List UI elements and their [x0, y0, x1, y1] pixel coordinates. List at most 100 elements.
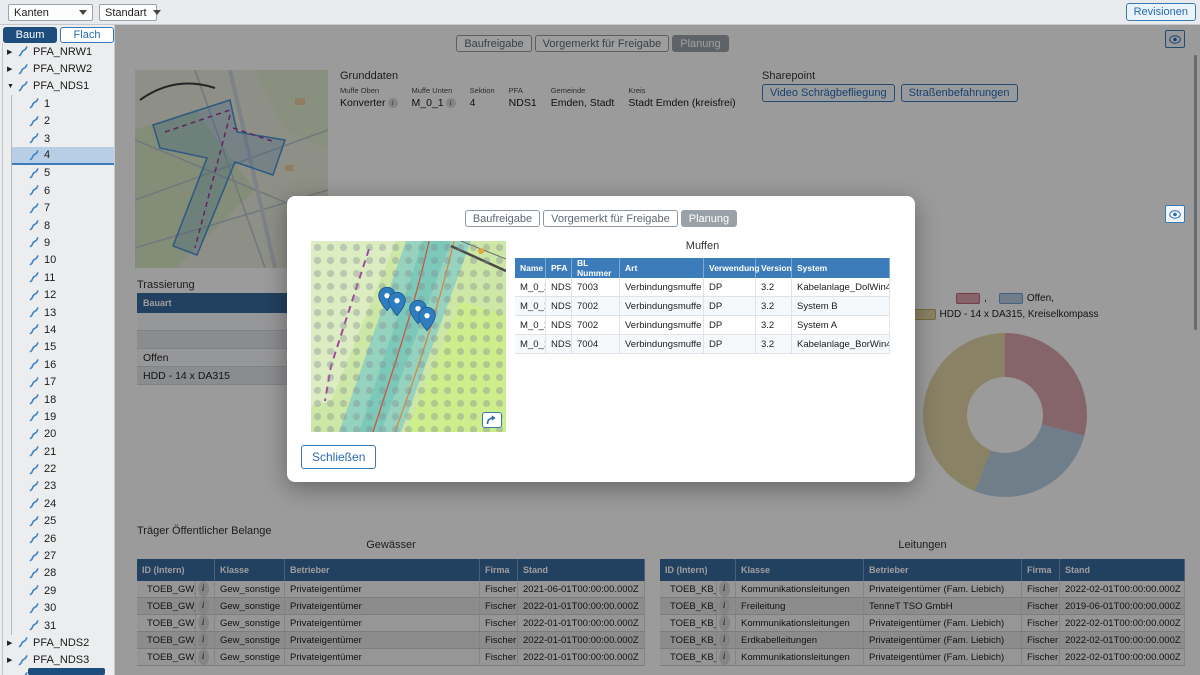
tree-item[interactable]: 7 — [12, 200, 114, 217]
tree-item[interactable]: 23 — [12, 478, 114, 495]
sharepoint-link-button[interactable]: Video Schrägbefliegung — [762, 84, 895, 102]
open-map-button[interactable] — [482, 412, 502, 428]
info-icon[interactable] — [198, 632, 209, 648]
system-cell: Kabelanlage_DolWin4 — [792, 278, 890, 296]
status-tab[interactable]: Vorgemerkt für Freigabe — [543, 210, 678, 227]
tree-expand-arrow-icon[interactable] — [7, 639, 18, 647]
table-row[interactable]: TOEB_KB_1678 Erdkabelleitungen Privateig… — [660, 632, 1185, 649]
sharepoint-link-button[interactable]: Straßenbefahrungen — [900, 84, 1018, 102]
tree-item[interactable]: 24 — [12, 495, 114, 512]
overview-map[interactable] — [134, 69, 329, 269]
tree-item[interactable]: 12 — [12, 286, 114, 303]
tree-item[interactable]: 16 — [12, 356, 114, 373]
tree-expand-arrow-icon[interactable] — [7, 48, 18, 56]
info-icon[interactable] — [198, 615, 209, 631]
table-row[interactable]: TOEB_KB_1693 Kommunikationsleitungen Pri… — [660, 649, 1185, 666]
tree-item[interactable]: 3 — [12, 130, 114, 147]
tree-item[interactable]: PFA_NDS3 — [3, 652, 114, 669]
tree-item[interactable]: 31 — [12, 617, 114, 634]
tree-item[interactable]: 8 — [12, 217, 114, 234]
firma-cell: Fischer — [480, 649, 518, 665]
tree-expand-arrow-icon[interactable] — [7, 656, 18, 664]
tree-item[interactable]: 30 — [12, 600, 114, 617]
info-icon[interactable] — [719, 649, 730, 665]
close-button[interactable]: Schließen — [301, 445, 377, 469]
tree-item[interactable]: 19 — [12, 408, 114, 425]
tree-item[interactable]: PFA_NRW1 — [3, 43, 114, 60]
status-tab[interactable]: Planung — [672, 35, 729, 52]
tree-item[interactable]: 20 — [12, 426, 114, 443]
tree-item[interactable]: 25 — [12, 513, 114, 530]
detail-map[interactable] — [311, 241, 506, 432]
sidebar-view-tab[interactable]: Baum — [3, 27, 57, 43]
muffen-dialog: Baufreigabe Vorgemerkt für Freigabe Planun… — [287, 196, 915, 482]
status-tab[interactable]: Baufreigabe — [456, 35, 532, 52]
vertical-scrollbar[interactable] — [1194, 55, 1197, 330]
table-row[interactable]: TOEB_KB_1676 Kommunikationsleitungen Pri… — [660, 615, 1185, 632]
table-row[interactable]: M_0_1 NDS1 7004 Verbindungsmuffe DP 3.2 … — [515, 335, 890, 354]
tree-item[interactable]: 18 — [12, 391, 114, 408]
table-row[interactable]: TOEB_GW_689 Gew_sonstige Privateigentüme… — [137, 598, 645, 615]
info-icon[interactable] — [387, 98, 398, 108]
visibility-toggle-button[interactable] — [1165, 205, 1185, 223]
tree-item[interactable]: 1 — [12, 95, 114, 112]
info-icon[interactable] — [198, 598, 209, 614]
tree-item[interactable]: PFA_NDS1 — [3, 78, 114, 95]
info-icon[interactable] — [719, 581, 730, 597]
tree-item[interactable]: 17 — [12, 373, 114, 390]
info-icon[interactable] — [198, 581, 209, 597]
kanten-dropdown[interactable]: Kanten — [8, 4, 93, 21]
tree-item[interactable]: 22 — [12, 460, 114, 477]
info-icon[interactable] — [719, 615, 730, 631]
map-pin-icon[interactable] — [387, 291, 407, 317]
firma-cell: Fischer — [480, 581, 518, 597]
tree-item[interactable]: 15 — [12, 339, 114, 356]
tree-item[interactable]: 29 — [12, 582, 114, 599]
tree-item[interactable]: 5 — [12, 165, 114, 182]
firma-cell: Fischer — [1022, 581, 1060, 597]
map-pin-icon[interactable] — [417, 306, 437, 332]
table-row[interactable]: TOEB_GW_514 Gew_sonstige Privateigentüme… — [137, 649, 645, 666]
status-tab[interactable]: Planung — [680, 210, 738, 227]
tree-item[interactable]: 2 — [12, 113, 114, 130]
info-icon[interactable] — [719, 632, 730, 648]
info-icon[interactable] — [198, 649, 209, 665]
tree-item[interactable]: 9 — [12, 234, 114, 251]
chart-legend: , Offen, HDD - 14 x DA315, Kreiselkompas… — [865, 293, 1145, 320]
info-icon[interactable] — [719, 598, 730, 614]
tree-item[interactable]: 13 — [12, 304, 114, 321]
cable-route-icon — [29, 220, 40, 231]
tree-item[interactable]: 28 — [12, 565, 114, 582]
bl-nummer-cell: 7003 — [572, 278, 620, 296]
table-row[interactable]: M_0_1 NDS1 7002 Verbindungsmuffe DP 3.2 … — [515, 316, 890, 335]
tree-item[interactable]: 10 — [12, 252, 114, 269]
tree-expand-arrow-icon[interactable] — [7, 83, 18, 90]
tree-item[interactable]: 26 — [12, 530, 114, 547]
status-tab[interactable]: Baufreigabe — [464, 210, 541, 227]
tree-item[interactable]: 11 — [12, 269, 114, 286]
id-cell: TOEB_KB_1676 — [660, 615, 736, 631]
standart-dropdown[interactable]: Standart — [99, 4, 161, 21]
table-row[interactable]: TOEB_KB_1762 Kommunikationsleitungen Pri… — [660, 581, 1185, 598]
sidebar-view-tab[interactable]: Flach — [60, 27, 114, 43]
tree-item[interactable]: 27 — [12, 547, 114, 564]
table-row[interactable]: M_0_1 NDS1 7003 Verbindungsmuffe DP 3.2 … — [515, 278, 890, 297]
tree-item[interactable]: PFA_NDS2 — [3, 634, 114, 651]
tree-item[interactable]: 6 — [12, 182, 114, 199]
table-row[interactable]: TOEB_GW_477 Gew_sonstige Privateigentüme… — [137, 632, 645, 649]
table-row[interactable]: M_0_1 NDS1 7002 Verbindungsmuffe DP 3.2 … — [515, 297, 890, 316]
table-row[interactable]: TOEB_GW_708 Gew_sonstige Privateigentüme… — [137, 615, 645, 632]
revisions-button[interactable]: Revisionen — [1125, 3, 1196, 21]
tree-horizontal-scrollbar[interactable] — [28, 668, 105, 675]
tree-item[interactable]: 21 — [12, 443, 114, 460]
tree-item[interactable]: PFA_NRW2 — [3, 60, 114, 77]
visibility-toggle-button[interactable] — [1165, 30, 1185, 48]
tree-expand-arrow-icon[interactable] — [7, 65, 18, 73]
table-row[interactable]: TOEB_GW_635 Gew_sonstige Privateigentüme… — [137, 581, 645, 598]
info-icon[interactable] — [445, 98, 456, 108]
tree-item[interactable]: 4 — [12, 147, 114, 165]
status-tab[interactable]: Vorgemerkt für Freigabe — [534, 35, 670, 52]
tree-item[interactable]: 14 — [12, 321, 114, 338]
version-cell: 3.2 — [756, 316, 792, 334]
table-row[interactable]: TOEB_KB_612 Freileitung TenneT TSO GmbH … — [660, 598, 1185, 615]
